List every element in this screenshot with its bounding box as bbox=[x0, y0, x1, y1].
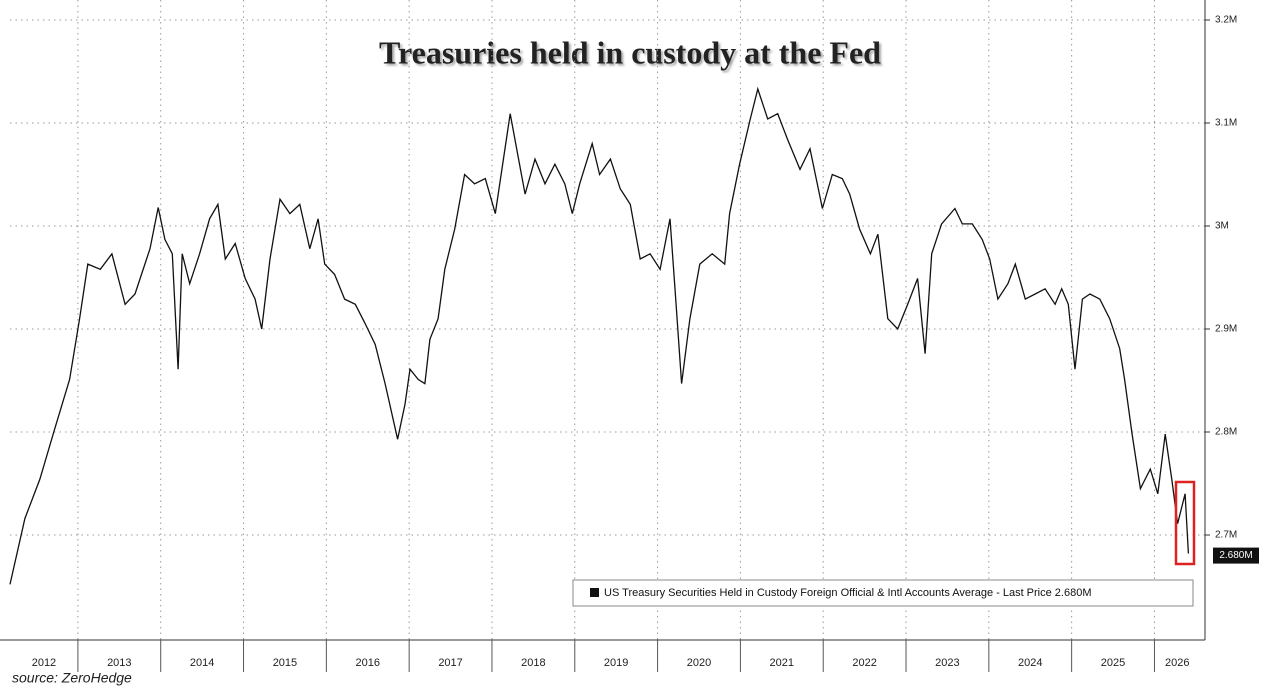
source: source: ZeroHedge bbox=[12, 670, 132, 686]
y-tick-label: 3.2M bbox=[1215, 15, 1237, 26]
series-line bbox=[9, 86, 1190, 585]
last-price-tag bbox=[1213, 547, 1259, 564]
x-tick-label: 2014 bbox=[190, 657, 214, 669]
x-tick-label: 2021 bbox=[770, 657, 794, 669]
last-price-label: 2.680M bbox=[1219, 550, 1252, 561]
y-tick-label: 2.9M bbox=[1215, 324, 1237, 335]
x-tick-label: 2016 bbox=[356, 657, 380, 669]
x-tick-label: 2018 bbox=[521, 657, 545, 669]
x-tick-label: 2025 bbox=[1101, 657, 1125, 669]
x-tick-label: 2026 bbox=[1165, 657, 1189, 669]
x-tick-label: 2020 bbox=[687, 657, 711, 669]
legend-label: US Treasury Securities Held in Custody F… bbox=[604, 587, 1092, 599]
x-tick-label: 2013 bbox=[107, 657, 131, 669]
legend-swatch bbox=[590, 588, 599, 597]
x-tick-label: 2023 bbox=[935, 657, 959, 669]
y-tick-label: 3M bbox=[1215, 221, 1229, 232]
y-tick-label: 2.8M bbox=[1215, 427, 1237, 438]
y-tick-label: 2.7M bbox=[1215, 530, 1237, 541]
x-tick-label: 2019 bbox=[604, 657, 628, 669]
chart-title: Treasuries held in custody at the Fed bbox=[379, 34, 881, 70]
x-tick-label: 2017 bbox=[438, 657, 462, 669]
x-tick-label: 2015 bbox=[273, 657, 297, 669]
x-tick-label: 2024 bbox=[1018, 657, 1042, 669]
highlight-box bbox=[1174, 480, 1196, 566]
x-tick-label: 2012 bbox=[32, 657, 56, 669]
y-tick-label: 3.1M bbox=[1215, 118, 1237, 129]
x-tick-label: 2022 bbox=[852, 657, 876, 669]
legend-box bbox=[572, 579, 1194, 607]
